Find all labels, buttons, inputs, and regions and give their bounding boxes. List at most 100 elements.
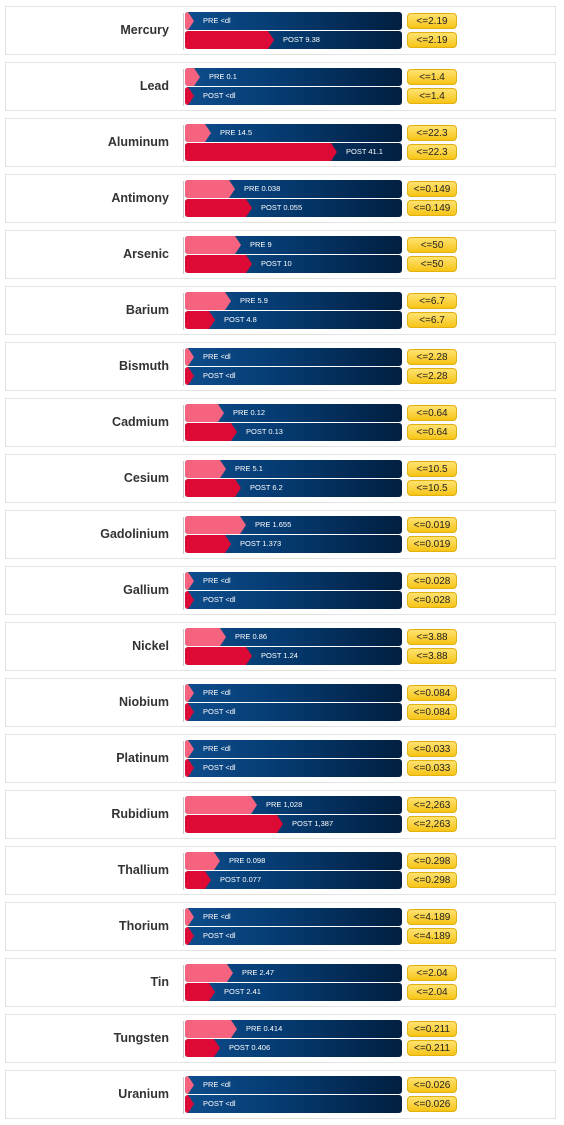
row-label: Thallium bbox=[117, 863, 169, 877]
post-bar-track: POST 4.8 bbox=[185, 311, 402, 329]
pre-limit-badge: <=10.5 bbox=[407, 461, 457, 477]
row-divider bbox=[183, 909, 184, 946]
post-value-label: POST <dl bbox=[203, 931, 236, 940]
post-limit-badge: <=0.033 bbox=[407, 760, 457, 776]
post-bar-track: POST <dl bbox=[185, 591, 402, 609]
pre-value-label: PRE <dl bbox=[203, 688, 231, 697]
row-label: Barium bbox=[125, 303, 169, 317]
post-bar bbox=[185, 983, 215, 1001]
post-bar-track: POST 0.13 bbox=[185, 423, 402, 441]
post-bar bbox=[185, 255, 252, 273]
row-divider bbox=[183, 125, 184, 162]
post-bar bbox=[185, 591, 194, 609]
pre-bar-track: PRE <dl bbox=[185, 1076, 402, 1094]
pre-bar bbox=[185, 68, 200, 86]
post-bar-track: POST <dl bbox=[185, 703, 402, 721]
chart-row: Tungsten PRE 0.414 <=0.211 POST 0.406 <=0.21… bbox=[5, 1014, 556, 1063]
chart-row: Arsenic PRE 9 <=50 POST 10 <=50 bbox=[5, 230, 556, 279]
post-bar bbox=[185, 927, 194, 945]
row-label: Cesium bbox=[123, 471, 169, 485]
pre-bar bbox=[185, 964, 233, 982]
pre-bar bbox=[185, 516, 246, 534]
post-value-label: POST <dl bbox=[203, 595, 236, 604]
chart-row: Cadmium PRE 0.12 <=0.64 POST 0.13 <=0.64 bbox=[5, 398, 556, 447]
row-divider bbox=[183, 1077, 184, 1114]
post-value-label: POST 2.41 bbox=[224, 987, 261, 996]
row-label: Gadolinium bbox=[100, 527, 169, 541]
pre-bar bbox=[185, 852, 220, 870]
post-bar bbox=[185, 871, 211, 889]
chart-row: Mercury PRE <dl <=2.19 POST 9.38 <=2.19 bbox=[5, 6, 556, 55]
pre-limit-badge: <=0.019 bbox=[407, 517, 457, 533]
chart-row: Rubidium PRE 1,028 <=2,263 POST 1,387 <=2,26… bbox=[5, 790, 556, 839]
pre-bar-track: PRE 0.414 bbox=[185, 1020, 402, 1038]
row-label: Thorium bbox=[119, 919, 169, 933]
pre-value-label: PRE <dl bbox=[203, 576, 231, 585]
post-bar bbox=[185, 479, 241, 497]
pre-value-label: PRE 14.5 bbox=[220, 128, 253, 137]
pre-bar bbox=[185, 628, 226, 646]
post-bar bbox=[185, 143, 337, 161]
pre-bar-track: PRE 0.86 bbox=[185, 628, 402, 646]
row-divider bbox=[183, 573, 184, 610]
pre-value-label: PRE 1,028 bbox=[266, 800, 303, 809]
pre-bar bbox=[185, 180, 235, 198]
chart-row: Barium PRE 5.9 <=6.7 POST 4.8 <=6.7 bbox=[5, 286, 556, 335]
post-bar-track: POST 1,387 bbox=[185, 815, 402, 833]
pre-limit-badge: <=1.4 bbox=[407, 69, 457, 85]
post-limit-badge: <=1.4 bbox=[407, 88, 457, 104]
pre-bar bbox=[185, 1076, 194, 1094]
post-value-label: POST 1.24 bbox=[261, 651, 298, 660]
row-divider bbox=[183, 237, 184, 274]
pre-bar bbox=[185, 236, 241, 254]
post-bar bbox=[185, 759, 194, 777]
row-label: Nickel bbox=[132, 639, 169, 653]
row-label: Bismuth bbox=[119, 359, 169, 373]
post-bar bbox=[185, 87, 194, 105]
post-value-label: POST 1.373 bbox=[240, 539, 282, 548]
pre-value-label: PRE <dl bbox=[203, 1080, 231, 1089]
post-bar-track: POST 0.055 bbox=[185, 199, 402, 217]
chart-row: Aluminum PRE 14.5 <=22.3 POST 41.1 <=22.3 bbox=[5, 118, 556, 167]
row-label: Tungsten bbox=[113, 1031, 169, 1045]
row-divider bbox=[183, 349, 184, 386]
post-bar bbox=[185, 199, 252, 217]
post-limit-badge: <=0.211 bbox=[407, 1040, 457, 1056]
post-bar-track: POST 1.373 bbox=[185, 535, 402, 553]
pre-bar-track: PRE <dl bbox=[185, 684, 402, 702]
row-divider bbox=[183, 853, 184, 890]
pre-limit-badge: <=0.084 bbox=[407, 685, 457, 701]
pre-bar bbox=[185, 404, 224, 422]
post-value-label: POST 0.13 bbox=[246, 427, 283, 436]
post-limit-badge: <=0.149 bbox=[407, 200, 457, 216]
pre-value-label: PRE 5.9 bbox=[240, 296, 268, 305]
pre-value-label: PRE 0.86 bbox=[235, 632, 268, 641]
post-limit-badge: <=2.19 bbox=[407, 32, 457, 48]
pre-limit-badge: <=0.211 bbox=[407, 1021, 457, 1037]
pre-bar-track: PRE 1,028 bbox=[185, 796, 402, 814]
row-label: Uranium bbox=[118, 1087, 169, 1101]
pre-bar bbox=[185, 460, 226, 478]
row-label: Cadmium bbox=[112, 415, 169, 429]
pre-limit-badge: <=4.189 bbox=[407, 909, 457, 925]
chart-row: Bismuth PRE <dl <=2.28 POST <dl <=2.28 bbox=[5, 342, 556, 391]
chart-row: Gadolinium PRE 1.655 <=0.019 POST 1.373 <=0.… bbox=[5, 510, 556, 559]
pre-value-label: PRE <dl bbox=[203, 16, 231, 25]
chart-row: Tin PRE 2.47 <=2.04 POST 2.41 <=2.04 bbox=[5, 958, 556, 1007]
pre-bar bbox=[185, 908, 194, 926]
pre-bar-track: PRE <dl bbox=[185, 908, 402, 926]
post-value-label: POST 10 bbox=[261, 259, 292, 268]
post-bar bbox=[185, 647, 252, 665]
post-limit-badge: <=3.88 bbox=[407, 648, 457, 664]
pre-bar-track: PRE 0.1 bbox=[185, 68, 402, 86]
post-bar bbox=[185, 1039, 220, 1057]
post-value-label: POST 6.2 bbox=[250, 483, 283, 492]
pre-value-label: PRE <dl bbox=[203, 352, 231, 361]
post-limit-badge: <=0.64 bbox=[407, 424, 457, 440]
pre-value-label: PRE 2.47 bbox=[242, 968, 275, 977]
pre-value-label: PRE 0.12 bbox=[233, 408, 266, 417]
post-limit-badge: <=2.28 bbox=[407, 368, 457, 384]
post-limit-badge: <=4.189 bbox=[407, 928, 457, 944]
pre-bar bbox=[185, 292, 231, 310]
pre-limit-badge: <=6.7 bbox=[407, 293, 457, 309]
